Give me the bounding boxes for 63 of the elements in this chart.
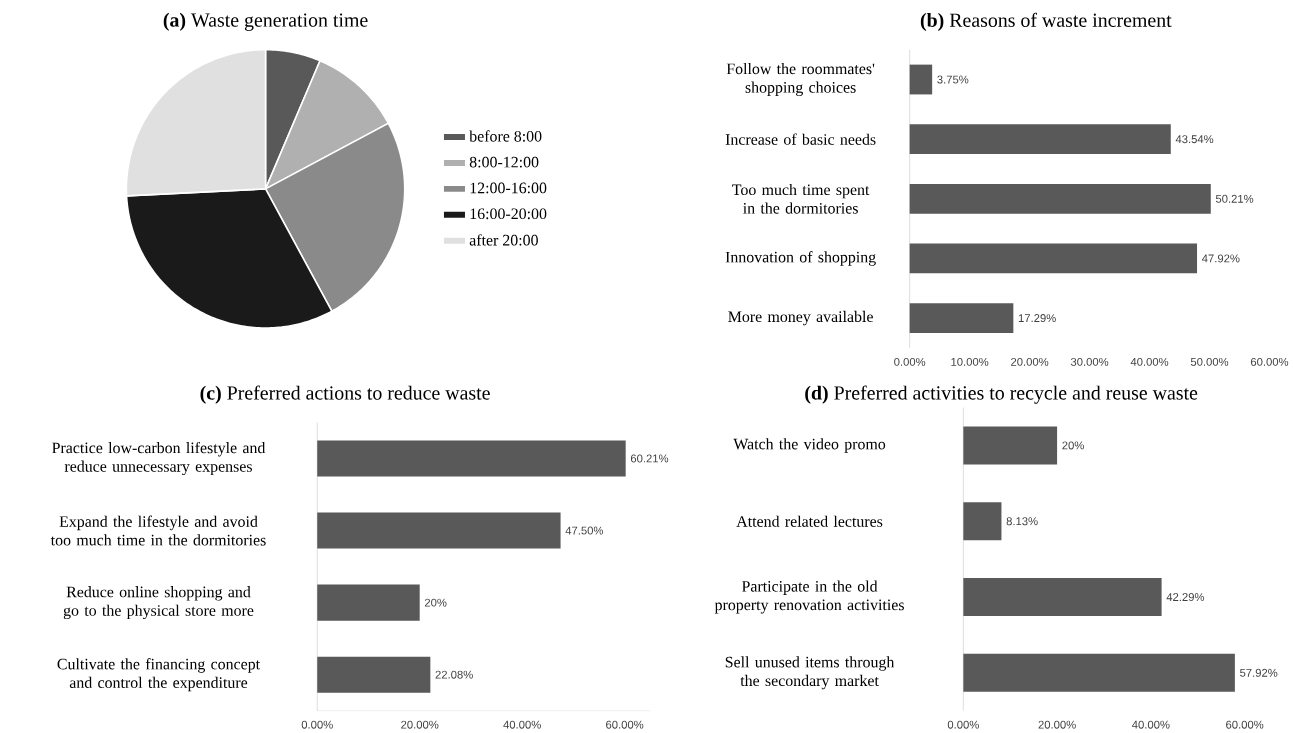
x-tick-label: 30.00% xyxy=(1070,357,1109,366)
legend-label: 8:00-12:00 xyxy=(469,156,539,168)
chart-title: (c) Preferred actions to reduce waste xyxy=(200,385,490,404)
x-tick-label: 20.00% xyxy=(1038,720,1076,729)
data-label: 57.92% xyxy=(1240,668,1278,677)
legend-label: 12:00-16:00 xyxy=(470,182,547,194)
bar xyxy=(909,183,1211,214)
data-label: 3.75% xyxy=(937,75,969,84)
bar xyxy=(909,303,1014,333)
data-label: 42.29% xyxy=(1166,593,1205,601)
data-label: 47.92% xyxy=(1201,254,1240,263)
x-tick-label: 20.00% xyxy=(1011,357,1049,366)
x-tick-label: 40.00% xyxy=(1130,357,1169,366)
bar xyxy=(909,124,1171,155)
data-label: 20% xyxy=(424,598,447,607)
bar xyxy=(963,502,1002,541)
y-tick-label: Reduce online shopping and go to the physical store more xyxy=(63,586,254,620)
x-tick-label: 50.00% xyxy=(1190,357,1229,366)
y-tick-label: Expand the lifestyle and avoid too much time in the dormitories xyxy=(50,515,266,546)
data-label: 47.50% xyxy=(565,526,604,535)
data-label: 50.21% xyxy=(1215,194,1254,203)
data-label: 17.29% xyxy=(1018,314,1056,323)
chart-title: (d) Preferred activities to recycle and reuse waste xyxy=(805,385,1198,404)
data-label: 22.08% xyxy=(435,670,473,679)
bar xyxy=(963,426,1058,465)
x-tick-label: 20.00% xyxy=(401,720,439,729)
data-label: 60.21% xyxy=(630,454,669,463)
y-tick-label: Increase of basic needs xyxy=(725,133,876,145)
data-label: 8.13% xyxy=(1006,517,1038,526)
y-tick-label: Sell unused items through the secondary market xyxy=(725,656,895,690)
y-tick-label: Cultivate the financing concept and control the expenditure xyxy=(57,658,260,692)
legend-label: before 8:00 xyxy=(469,130,542,142)
y-tick-label: Practice low-carbon lifestyle and reduce unnecessary expenses xyxy=(52,441,266,476)
y-tick-label: More money available xyxy=(728,310,873,326)
y-tick-label: Watch the video promo xyxy=(733,438,886,453)
x-tick-label: 0.00% xyxy=(947,720,979,729)
x-tick-label: 40.00% xyxy=(503,720,541,729)
x-tick-label: 40.00% xyxy=(1132,720,1170,729)
x-tick-label: 60.00% xyxy=(1226,720,1264,729)
bar xyxy=(317,440,626,477)
bar xyxy=(317,512,561,549)
chart-title: (b) Reasons of waste increment xyxy=(920,12,1172,31)
x-tick-label: 60.00% xyxy=(606,720,644,729)
x-tick-label: 10.00% xyxy=(951,357,989,366)
data-label: 20% xyxy=(1062,441,1084,450)
x-tick-label: 0.00% xyxy=(301,720,333,729)
bar xyxy=(909,64,933,95)
bar xyxy=(909,243,1198,274)
y-tick-label: Participate in the old property renovation activities xyxy=(714,580,904,614)
y-tick-label: Attend related lectures xyxy=(736,515,883,527)
chart-title: (a) Waste generation time xyxy=(163,12,368,31)
x-tick-label: 0.00% xyxy=(894,357,926,366)
data-label: 43.54% xyxy=(1175,135,1214,144)
bar xyxy=(317,584,420,621)
bar xyxy=(963,653,1235,692)
legend-label: after 20:00 xyxy=(469,234,538,246)
bar xyxy=(317,656,431,693)
y-tick-label: Follow the roommates' shopping choices xyxy=(726,62,875,96)
legend-label: 16:00-20:00 xyxy=(470,208,547,220)
y-tick-label: Too much time spent in the dormitories xyxy=(732,183,870,214)
y-tick-label: Innovation of shopping xyxy=(725,251,876,266)
x-tick-label: 60.00% xyxy=(1250,357,1289,366)
bar xyxy=(963,578,1162,616)
